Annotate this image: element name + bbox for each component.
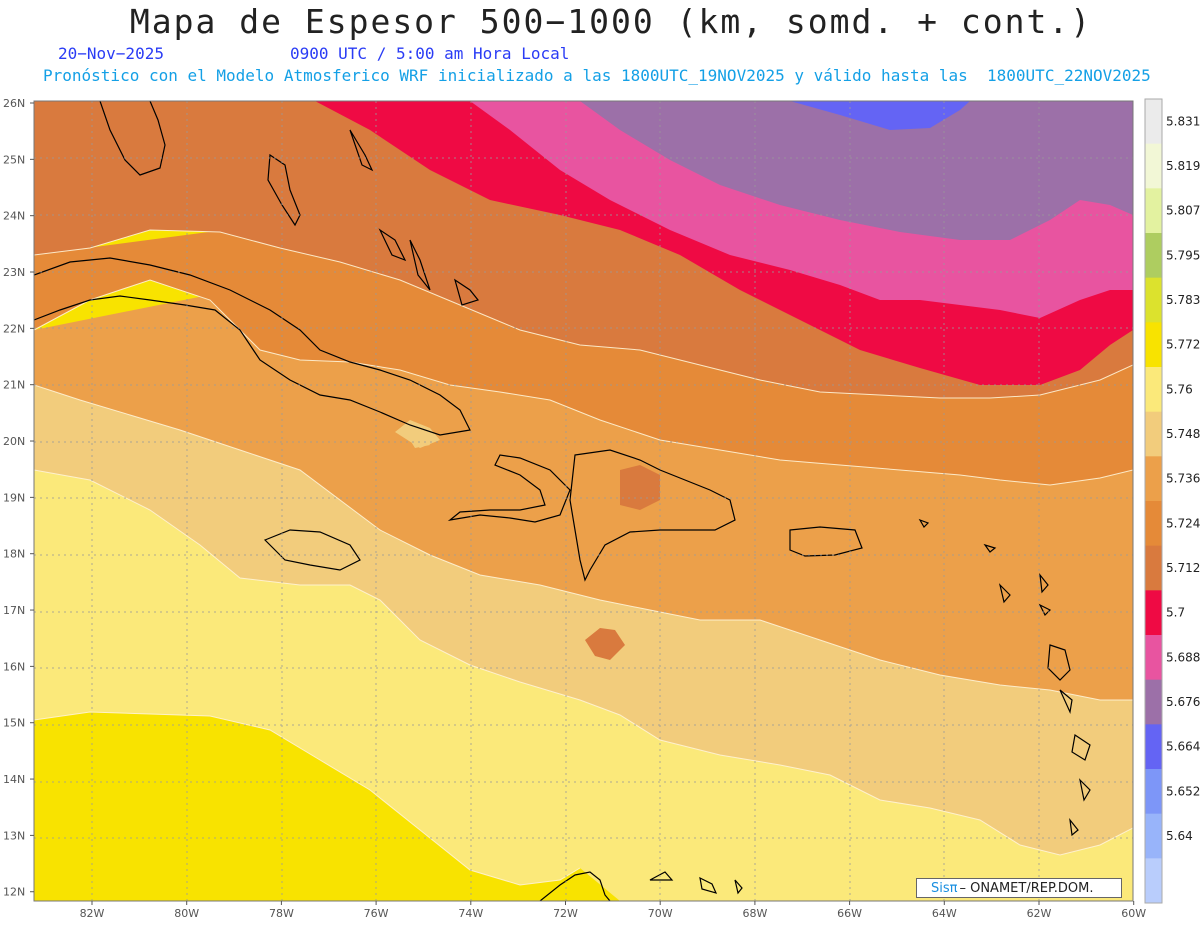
lesser-antilles [918,518,1091,837]
coastlines [34,101,1091,901]
contour-lines [34,229,1133,886]
lon-label-62W: 62W [1027,907,1052,920]
lat-label-23N: 23N [3,266,25,279]
lon-label-60W: 60W [1121,907,1146,920]
colorbar-swatch [1145,456,1162,502]
colorbar-swatch [1145,679,1162,725]
colorbar-frame [1144,98,1163,904]
colorbar-swatch [1145,367,1162,413]
lon-label-82W: 82W [80,907,105,920]
map-frame [33,100,1134,902]
colorbar-label: 5.748 [1166,427,1200,441]
lat-label-25N: 25N [3,153,25,166]
colorbar-label: 5.64 [1166,829,1193,843]
lat-label-24N: 24N [3,210,25,223]
cuba-coast [34,257,471,436]
lon-label-78W: 78W [269,907,294,920]
florida-coast [99,101,166,176]
colorbar-swatch [1145,769,1162,815]
band-5736-patch [395,420,440,448]
colorbar-label: 5.819 [1166,159,1200,173]
colorbar-swatch [1145,411,1162,457]
colorbar-swatch [1145,635,1162,681]
forecast-time: 0900 UTC / 5:00 am Hora Local [290,44,570,63]
lat-label-16N: 16N [3,660,25,673]
lat-label-20N: 20N [3,435,25,448]
lon-label-76W: 76W [364,907,389,920]
hispaniola-coast [447,449,736,582]
colorbar-label: 5.712 [1166,561,1200,575]
lat-label-19N: 19N [3,491,25,504]
band-5676 [580,101,1133,240]
band-5748-patch [520,460,575,525]
jamaica-coast [263,529,361,571]
colorbar-label: 5.807 [1166,204,1200,218]
colorbar-swatch [1145,322,1162,368]
colorbar-swatch [1145,277,1162,323]
colorbar-label: 5.76 [1166,382,1193,396]
lon-label-72W: 72W [553,907,578,920]
longitude-labels: 82W 80W 78W 76W 74W 72W 70W 68W 66W 64W 62W 60W [80,901,1146,920]
credit-brand: Sisπ [931,880,958,896]
lat-label-17N: 17N [3,604,25,617]
forecast-date: 20−Nov−2025 [58,44,164,63]
colorbar-label: 5.652 [1166,784,1200,798]
colorbar-label: 5.724 [1166,516,1200,530]
lon-label-70W: 70W [648,907,673,920]
puerto-rico-coast [789,526,863,557]
colorbar-swatch [1145,813,1162,859]
colorbar-label: 5.772 [1166,338,1200,352]
colorbar-swatch [1145,545,1162,591]
colorbar-swatch [1145,501,1162,547]
band-5736-patch-2 [585,465,660,660]
colorbar: 5.831 5.819 5.807 5.795 5.783 5.772 5.76 5.748 5… [1144,98,1200,904]
colorbar-label: 5.783 [1166,293,1200,307]
lat-label-13N: 13N [3,829,25,842]
lat-label-14N: 14N [3,773,25,786]
colorbar-swatch [1145,858,1162,904]
colorbar-swatch [1145,724,1162,770]
colorbar-swatch [1145,188,1162,234]
colorbar-label: 5.736 [1166,472,1200,486]
thickness-fields [34,101,1133,901]
colorbar-swatch [1145,99,1162,145]
lat-label-15N: 15N [3,717,25,730]
south-america-coast [539,871,611,901]
lat-label-22N: 22N [3,322,25,335]
band-5664 [790,101,970,130]
lon-label-68W: 68W [742,907,767,920]
colorbar-label: 5.7 [1166,606,1185,620]
lat-label-12N: 12N [3,886,25,899]
lat-label-26N: 26N [3,97,25,110]
credit-box: Sisπ – ONAMET/REP.DOM. [916,878,1122,898]
colorbar-label: 5.676 [1166,695,1200,709]
latitude-labels: 26N 25N 24N 23N 22N 21N 20N 19N 18N 17N 16N 15N 14N 1… [3,97,34,899]
grid-lines [34,101,1133,901]
colorbar-swatch [1145,233,1162,279]
bahamas-islands [267,129,480,306]
lat-label-18N: 18N [3,548,25,561]
forecast-description: Pronóstico con el Modelo Atmosferico WRF… [43,66,1151,85]
map-title: Mapa de Espesor 500−1000 (km, somd. + co… [129,2,1093,41]
aruba-curacao [649,871,743,895]
lon-label-80W: 80W [174,907,199,920]
lat-label-21N: 21N [3,379,25,392]
colorbar-swatch [1145,590,1162,636]
lon-label-74W: 74W [458,907,483,920]
colorbar-label: 5.664 [1166,740,1200,754]
lon-label-66W: 66W [837,907,862,920]
colorbar-label: 5.795 [1166,248,1200,262]
credit-org: – ONAMET/REP.DOM. [959,880,1094,896]
colorbar-swatch [1145,143,1162,189]
colorbar-label: 5.831 [1166,114,1200,128]
colorbar-label: 5.688 [1166,650,1200,664]
lon-label-64W: 64W [932,907,957,920]
